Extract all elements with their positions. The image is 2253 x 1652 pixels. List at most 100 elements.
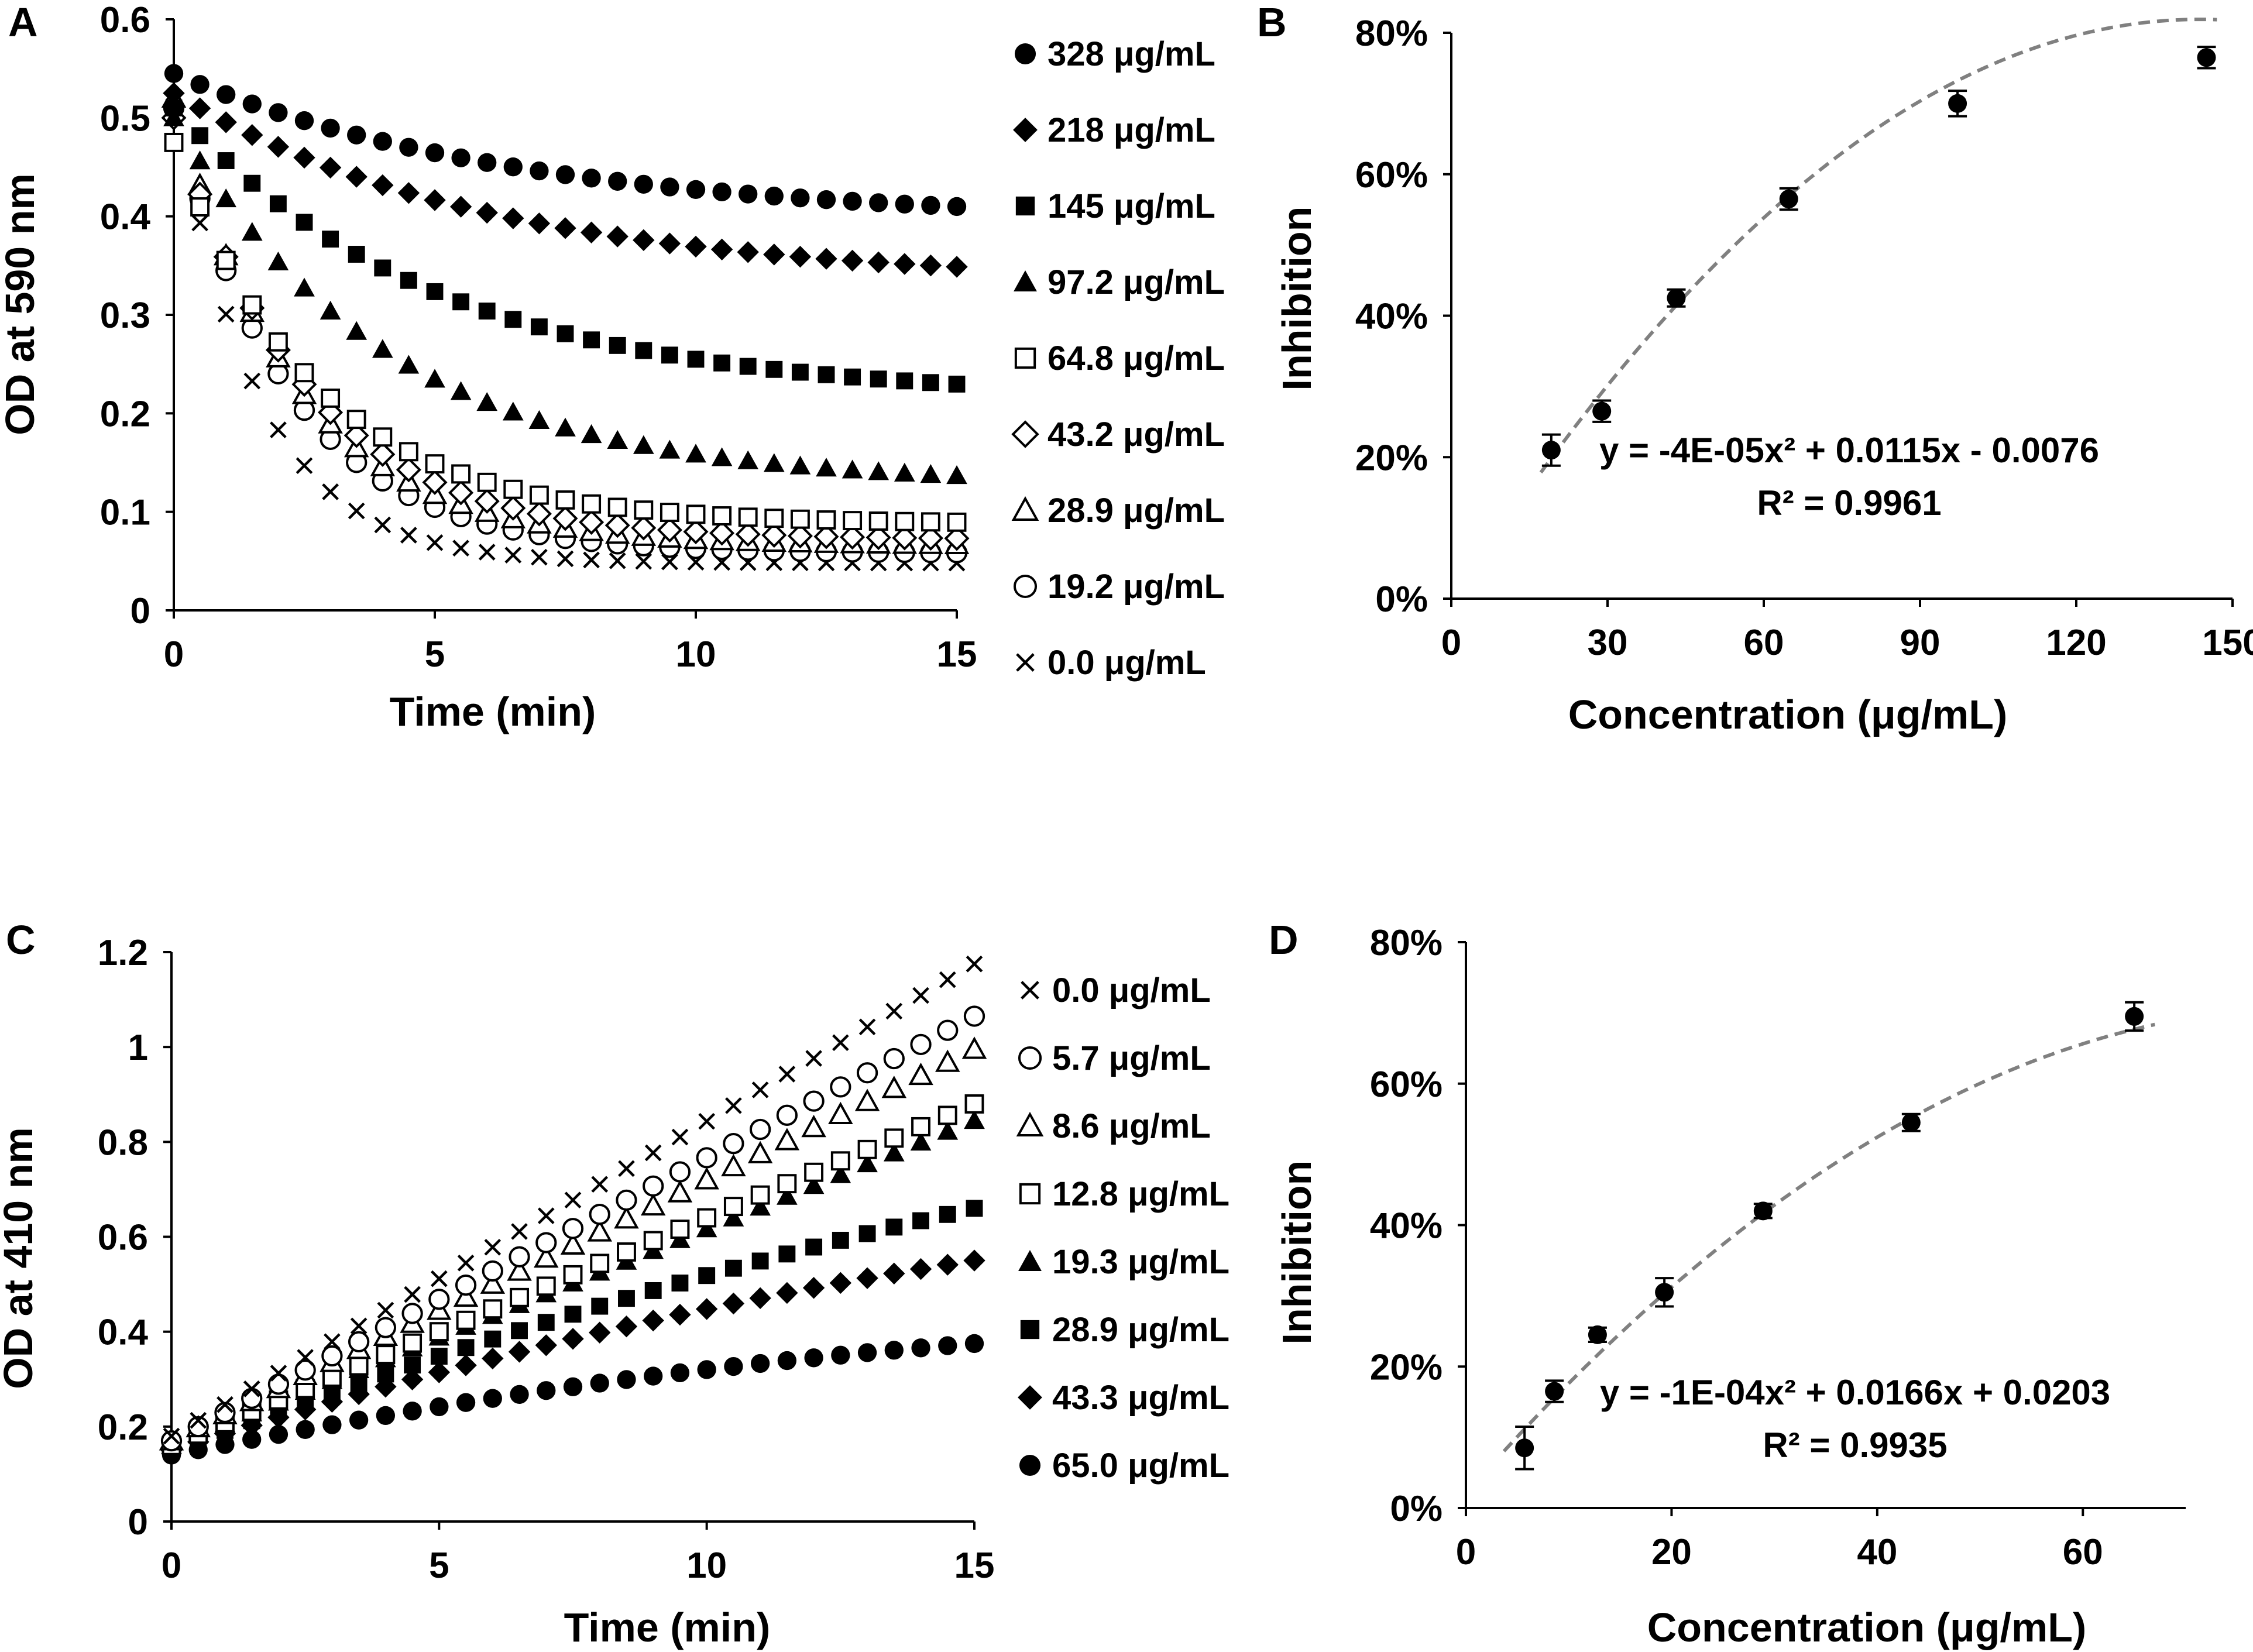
panel-d-label: D bbox=[1269, 917, 1299, 963]
data-point bbox=[322, 483, 339, 500]
data-point bbox=[482, 1347, 504, 1370]
data-point bbox=[894, 462, 915, 482]
panel-c-xlabel: Time (min) bbox=[564, 1605, 771, 1650]
data-point bbox=[644, 1144, 662, 1162]
data-point bbox=[502, 207, 524, 229]
data-point bbox=[828, 1101, 853, 1124]
data-point bbox=[883, 1047, 905, 1070]
data-point bbox=[946, 256, 968, 278]
series-65.0gmL bbox=[162, 1334, 984, 1465]
data-point bbox=[296, 457, 313, 474]
x-tick-label: 5 bbox=[425, 634, 445, 675]
data-point bbox=[191, 214, 208, 232]
data-point bbox=[881, 1076, 907, 1098]
data-point bbox=[777, 1351, 797, 1371]
panel-a: A Time (min) OD at 590 nm 0 5 10 15 0 0.1 0.2 0… bbox=[0, 0, 1225, 734]
data-point bbox=[373, 427, 393, 447]
panel-b-r2: R² = 0.9961 bbox=[1757, 483, 1941, 523]
data-point bbox=[321, 1345, 343, 1367]
data-point bbox=[605, 513, 630, 538]
x-tick-label: 10 bbox=[676, 634, 716, 675]
panel-c-ylabel: OD at 410 nm bbox=[0, 1127, 41, 1389]
panel-c-label: C bbox=[6, 917, 36, 963]
series-64.8gmL bbox=[164, 132, 967, 532]
data-point bbox=[617, 1370, 636, 1389]
data-point bbox=[911, 1117, 930, 1136]
data-point bbox=[790, 509, 810, 529]
data-point bbox=[857, 1153, 878, 1173]
data-point bbox=[562, 1328, 584, 1350]
data-point bbox=[712, 182, 731, 202]
legend-marker bbox=[1019, 1454, 1041, 1476]
x-tick-label: 0 bbox=[1456, 1532, 1476, 1572]
data-point bbox=[606, 225, 628, 248]
data-point bbox=[723, 1133, 744, 1155]
x-tick-label: 0 bbox=[162, 1545, 181, 1586]
data-point bbox=[687, 351, 705, 368]
data-point bbox=[484, 1238, 502, 1256]
data-point bbox=[243, 372, 261, 390]
data-point bbox=[480, 1271, 506, 1294]
data-point bbox=[635, 342, 652, 359]
data-point bbox=[269, 103, 288, 122]
data-point bbox=[946, 465, 967, 485]
data-point bbox=[644, 1366, 663, 1386]
data-point bbox=[724, 1356, 743, 1376]
legend-marker bbox=[1015, 196, 1035, 216]
data-point bbox=[425, 454, 445, 474]
data-point bbox=[884, 1341, 904, 1360]
y-tick-label: 20% bbox=[1355, 438, 1428, 478]
data-point bbox=[424, 369, 445, 388]
data-point bbox=[580, 221, 603, 243]
data-point bbox=[683, 519, 709, 545]
data-point bbox=[659, 439, 681, 459]
data-point bbox=[528, 212, 551, 235]
data-point bbox=[294, 277, 315, 297]
data-point bbox=[843, 191, 862, 211]
x-tick-label: 40 bbox=[1857, 1532, 1897, 1572]
data-point bbox=[883, 1262, 905, 1284]
data-point bbox=[751, 1252, 769, 1270]
panel-c: C Time (min) OD at 410 nm 0 5 10 15 0 0.2 0.4 0… bbox=[0, 917, 1229, 1650]
data-point bbox=[348, 1331, 370, 1352]
data-point bbox=[937, 1019, 959, 1041]
y-tick-label: 40% bbox=[1370, 1206, 1443, 1246]
data-point bbox=[963, 1005, 985, 1027]
data-point bbox=[964, 1094, 984, 1114]
data-point bbox=[635, 552, 652, 570]
legend-marker bbox=[1019, 1183, 1041, 1205]
data-point bbox=[453, 1284, 479, 1307]
data-point bbox=[324, 1333, 341, 1351]
data-point bbox=[615, 1316, 638, 1338]
data-point bbox=[398, 355, 420, 374]
data-point bbox=[858, 1018, 876, 1036]
data-point bbox=[457, 1339, 475, 1356]
panel-b-xlabel: Concentration (μg/mL) bbox=[1568, 692, 2008, 737]
data-point bbox=[723, 1197, 743, 1217]
data-point bbox=[789, 246, 812, 268]
data-point bbox=[449, 195, 472, 218]
data-point bbox=[164, 132, 184, 152]
data-point bbox=[802, 1277, 825, 1299]
panel-a-ylabel: OD at 590 nm bbox=[0, 173, 43, 435]
data-point bbox=[534, 1245, 559, 1268]
data-point bbox=[910, 1132, 932, 1151]
data-point bbox=[634, 500, 654, 520]
data-point bbox=[698, 1267, 716, 1284]
data-point bbox=[686, 180, 706, 200]
data-point bbox=[842, 459, 863, 479]
data-point bbox=[293, 146, 315, 169]
data-point bbox=[581, 424, 602, 444]
data-point bbox=[400, 527, 417, 544]
data-point bbox=[269, 195, 287, 212]
data-point bbox=[920, 463, 942, 483]
data-point bbox=[870, 370, 887, 388]
y-tick-label: 0.2 bbox=[98, 1407, 148, 1448]
data-point bbox=[241, 124, 263, 146]
y-tick-label: 0.5 bbox=[100, 98, 150, 139]
data-point bbox=[2125, 1007, 2144, 1026]
data-point bbox=[697, 1360, 716, 1379]
legend-label: 19.3 μg/mL bbox=[1052, 1243, 1229, 1281]
data-point bbox=[424, 189, 446, 211]
data-point bbox=[947, 512, 967, 532]
